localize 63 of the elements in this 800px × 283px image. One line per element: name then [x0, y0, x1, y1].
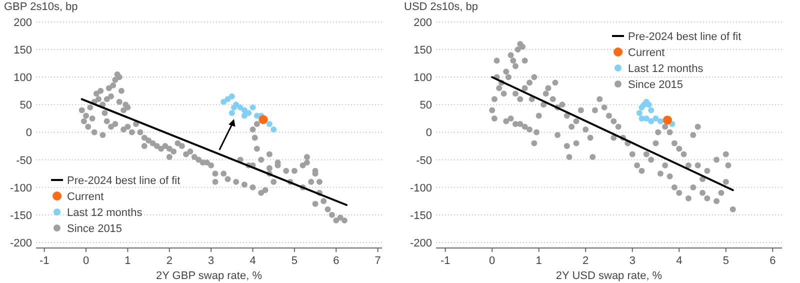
y-tick-label: 50: [420, 100, 432, 112]
x-tick-label: 4: [676, 255, 682, 267]
point: [250, 104, 256, 110]
y-tick-label: -100: [410, 182, 432, 194]
y-tick-label: 150: [414, 44, 432, 57]
y-tick-label: -200: [10, 237, 32, 250]
x-tick-label: 0: [489, 255, 496, 267]
legend-label: Since 2015: [67, 223, 122, 235]
y-tick-label: 200: [414, 17, 432, 29]
x-axis-title: 2Y GBP swap rate, %: [156, 270, 262, 282]
point: [270, 126, 277, 132]
x-tick-label: 2: [166, 255, 172, 267]
y-axis-title: USD 2s10s, bp: [404, 1, 478, 13]
x-tick-label: -1: [39, 255, 50, 267]
y-tick-label: 100: [14, 72, 32, 84]
x-tick-label: 2: [582, 255, 589, 267]
x-tick-label: 0: [82, 255, 90, 267]
point: [662, 116, 672, 125]
legend-label: Pre-2024 best line of fit: [628, 31, 742, 43]
legend-label: Pre-2024 best line of fit: [67, 175, 180, 187]
point: [241, 112, 248, 119]
point: [246, 110, 252, 116]
x-axis-title: 2Y USD swap rate, %: [556, 270, 662, 282]
y-tick-label: 0: [26, 127, 32, 140]
x-tick-label: 6: [333, 255, 340, 267]
point: [220, 98, 227, 105]
point: [228, 93, 235, 100]
y-tick-label: -150: [10, 210, 32, 222]
point: [228, 110, 235, 116]
legend-label: Current: [67, 191, 104, 203]
point: [636, 110, 642, 116]
x-tick-label: 3: [208, 255, 214, 267]
y-tick-label: -150: [410, 210, 432, 222]
x-tick-label: 1: [536, 255, 542, 267]
legend-label: Last 12 months: [628, 63, 704, 75]
y-tick-label: -200: [410, 237, 432, 250]
legend-label: Since 2015: [628, 79, 684, 91]
x-tick-label: 1: [124, 255, 131, 267]
y-tick-label: 50: [20, 100, 32, 112]
point: [657, 118, 664, 124]
point: [258, 115, 268, 124]
y-axis-title: GBP 2s10s, bp: [4, 1, 78, 13]
x-tick-label: 4: [250, 255, 256, 267]
x-tick-label: 3: [629, 255, 636, 267]
y-tick-label: -50: [16, 154, 32, 167]
x-tick-label: 7: [374, 255, 381, 267]
y-tick-label: 150: [14, 44, 32, 57]
legend-label: Current: [628, 47, 665, 59]
x-tick-label: 5: [722, 255, 729, 267]
point: [233, 102, 240, 108]
x-tick-label: 5: [291, 255, 298, 267]
y-tick-label: -100: [10, 182, 32, 194]
point: [652, 115, 659, 122]
y-tick-label: 100: [414, 72, 432, 84]
y-tick-label: 0: [426, 127, 432, 140]
x-tick-label: -1: [440, 255, 450, 267]
y-tick-label: 200: [14, 17, 32, 29]
x-tick-label: 6: [770, 255, 776, 267]
point: [266, 120, 272, 127]
legend-label: Last 12 months: [67, 207, 143, 219]
y-tick-label: -50: [416, 154, 432, 167]
point: [648, 107, 654, 114]
point: [648, 118, 654, 124]
